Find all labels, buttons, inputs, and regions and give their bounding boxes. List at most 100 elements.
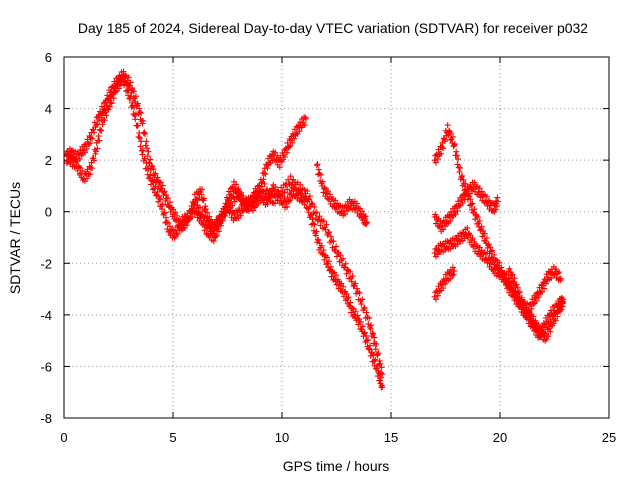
data-point — [99, 121, 106, 128]
data-point — [147, 156, 154, 163]
data-point — [511, 275, 518, 282]
data-point — [193, 208, 200, 215]
data-point — [87, 171, 94, 178]
series-arc-g — [431, 224, 567, 344]
data-point — [307, 212, 314, 219]
data-point — [149, 186, 156, 193]
data-point — [163, 214, 170, 221]
series-arc-f — [431, 179, 501, 235]
data-point — [560, 298, 567, 305]
data-point — [220, 209, 227, 216]
data-point — [73, 155, 80, 162]
data-point — [300, 194, 307, 201]
data-point — [76, 163, 83, 170]
data-point — [353, 200, 360, 207]
data-point — [471, 238, 478, 245]
data-point — [548, 318, 555, 325]
data-point — [351, 311, 358, 318]
data-point — [110, 95, 117, 102]
data-point — [103, 102, 110, 109]
data-point — [255, 195, 262, 202]
data-point — [231, 198, 238, 205]
data-point — [503, 271, 510, 278]
data-point — [434, 292, 441, 299]
data-point — [159, 206, 166, 213]
data-point — [455, 156, 462, 163]
data-point — [138, 138, 145, 145]
data-point — [159, 182, 166, 189]
data-point — [362, 213, 369, 220]
data-point — [285, 197, 292, 204]
data-point — [355, 321, 362, 328]
data-point — [302, 115, 309, 122]
data-point — [125, 92, 132, 99]
data-point — [306, 193, 313, 200]
data-point — [459, 199, 466, 206]
data-point — [363, 309, 370, 316]
data-point — [483, 235, 490, 242]
data-point — [285, 143, 292, 150]
data-point — [111, 78, 118, 85]
data-point — [349, 273, 356, 280]
data-point — [372, 346, 379, 353]
data-point — [234, 211, 241, 218]
data-point — [76, 155, 83, 162]
data-point — [87, 134, 94, 141]
data-point — [325, 258, 332, 265]
data-point — [161, 209, 168, 216]
data-point — [232, 189, 239, 196]
data-point — [541, 285, 548, 292]
data-point — [526, 309, 533, 316]
data-point — [361, 329, 368, 336]
data-point — [206, 216, 213, 223]
data-point — [558, 275, 565, 282]
data-point — [125, 74, 132, 81]
data-point — [199, 196, 206, 203]
data-point — [474, 214, 481, 221]
data-point — [84, 136, 91, 143]
data-point — [359, 208, 366, 215]
data-point — [274, 152, 281, 159]
data-point — [343, 290, 350, 297]
data-point — [513, 281, 520, 288]
data-point — [368, 322, 375, 329]
data-point — [152, 170, 159, 177]
data-point — [139, 120, 146, 127]
data-point — [255, 200, 262, 207]
data-point — [539, 282, 546, 289]
x-tick-label: 20 — [493, 430, 507, 445]
data-point — [274, 197, 281, 204]
data-point — [432, 211, 439, 218]
data-point — [484, 259, 491, 266]
data-point — [166, 199, 173, 206]
data-point — [530, 300, 537, 307]
data-point — [313, 162, 320, 169]
data-point — [311, 203, 318, 210]
data-point — [364, 219, 371, 226]
data-point — [237, 212, 244, 219]
data-point — [301, 121, 308, 128]
data-point — [545, 333, 552, 340]
y-tick-label: -6 — [40, 359, 52, 374]
x-tick-label: 25 — [602, 430, 616, 445]
y-tick-label: -2 — [40, 256, 52, 271]
data-point — [514, 284, 521, 291]
plot-frame — [63, 56, 610, 419]
data-point — [359, 296, 366, 303]
data-point — [91, 157, 98, 164]
data-point — [316, 213, 323, 220]
data-point — [532, 295, 539, 302]
data-point — [340, 255, 347, 262]
data-point — [320, 247, 327, 254]
data-point — [327, 263, 334, 270]
data-point — [258, 192, 265, 199]
data-point — [275, 188, 282, 195]
data-point — [447, 136, 454, 143]
data-point — [233, 181, 240, 188]
data-point — [140, 117, 147, 124]
data-point — [456, 168, 463, 175]
data-point — [89, 165, 96, 172]
data-point — [142, 142, 149, 149]
data-point — [489, 255, 496, 262]
